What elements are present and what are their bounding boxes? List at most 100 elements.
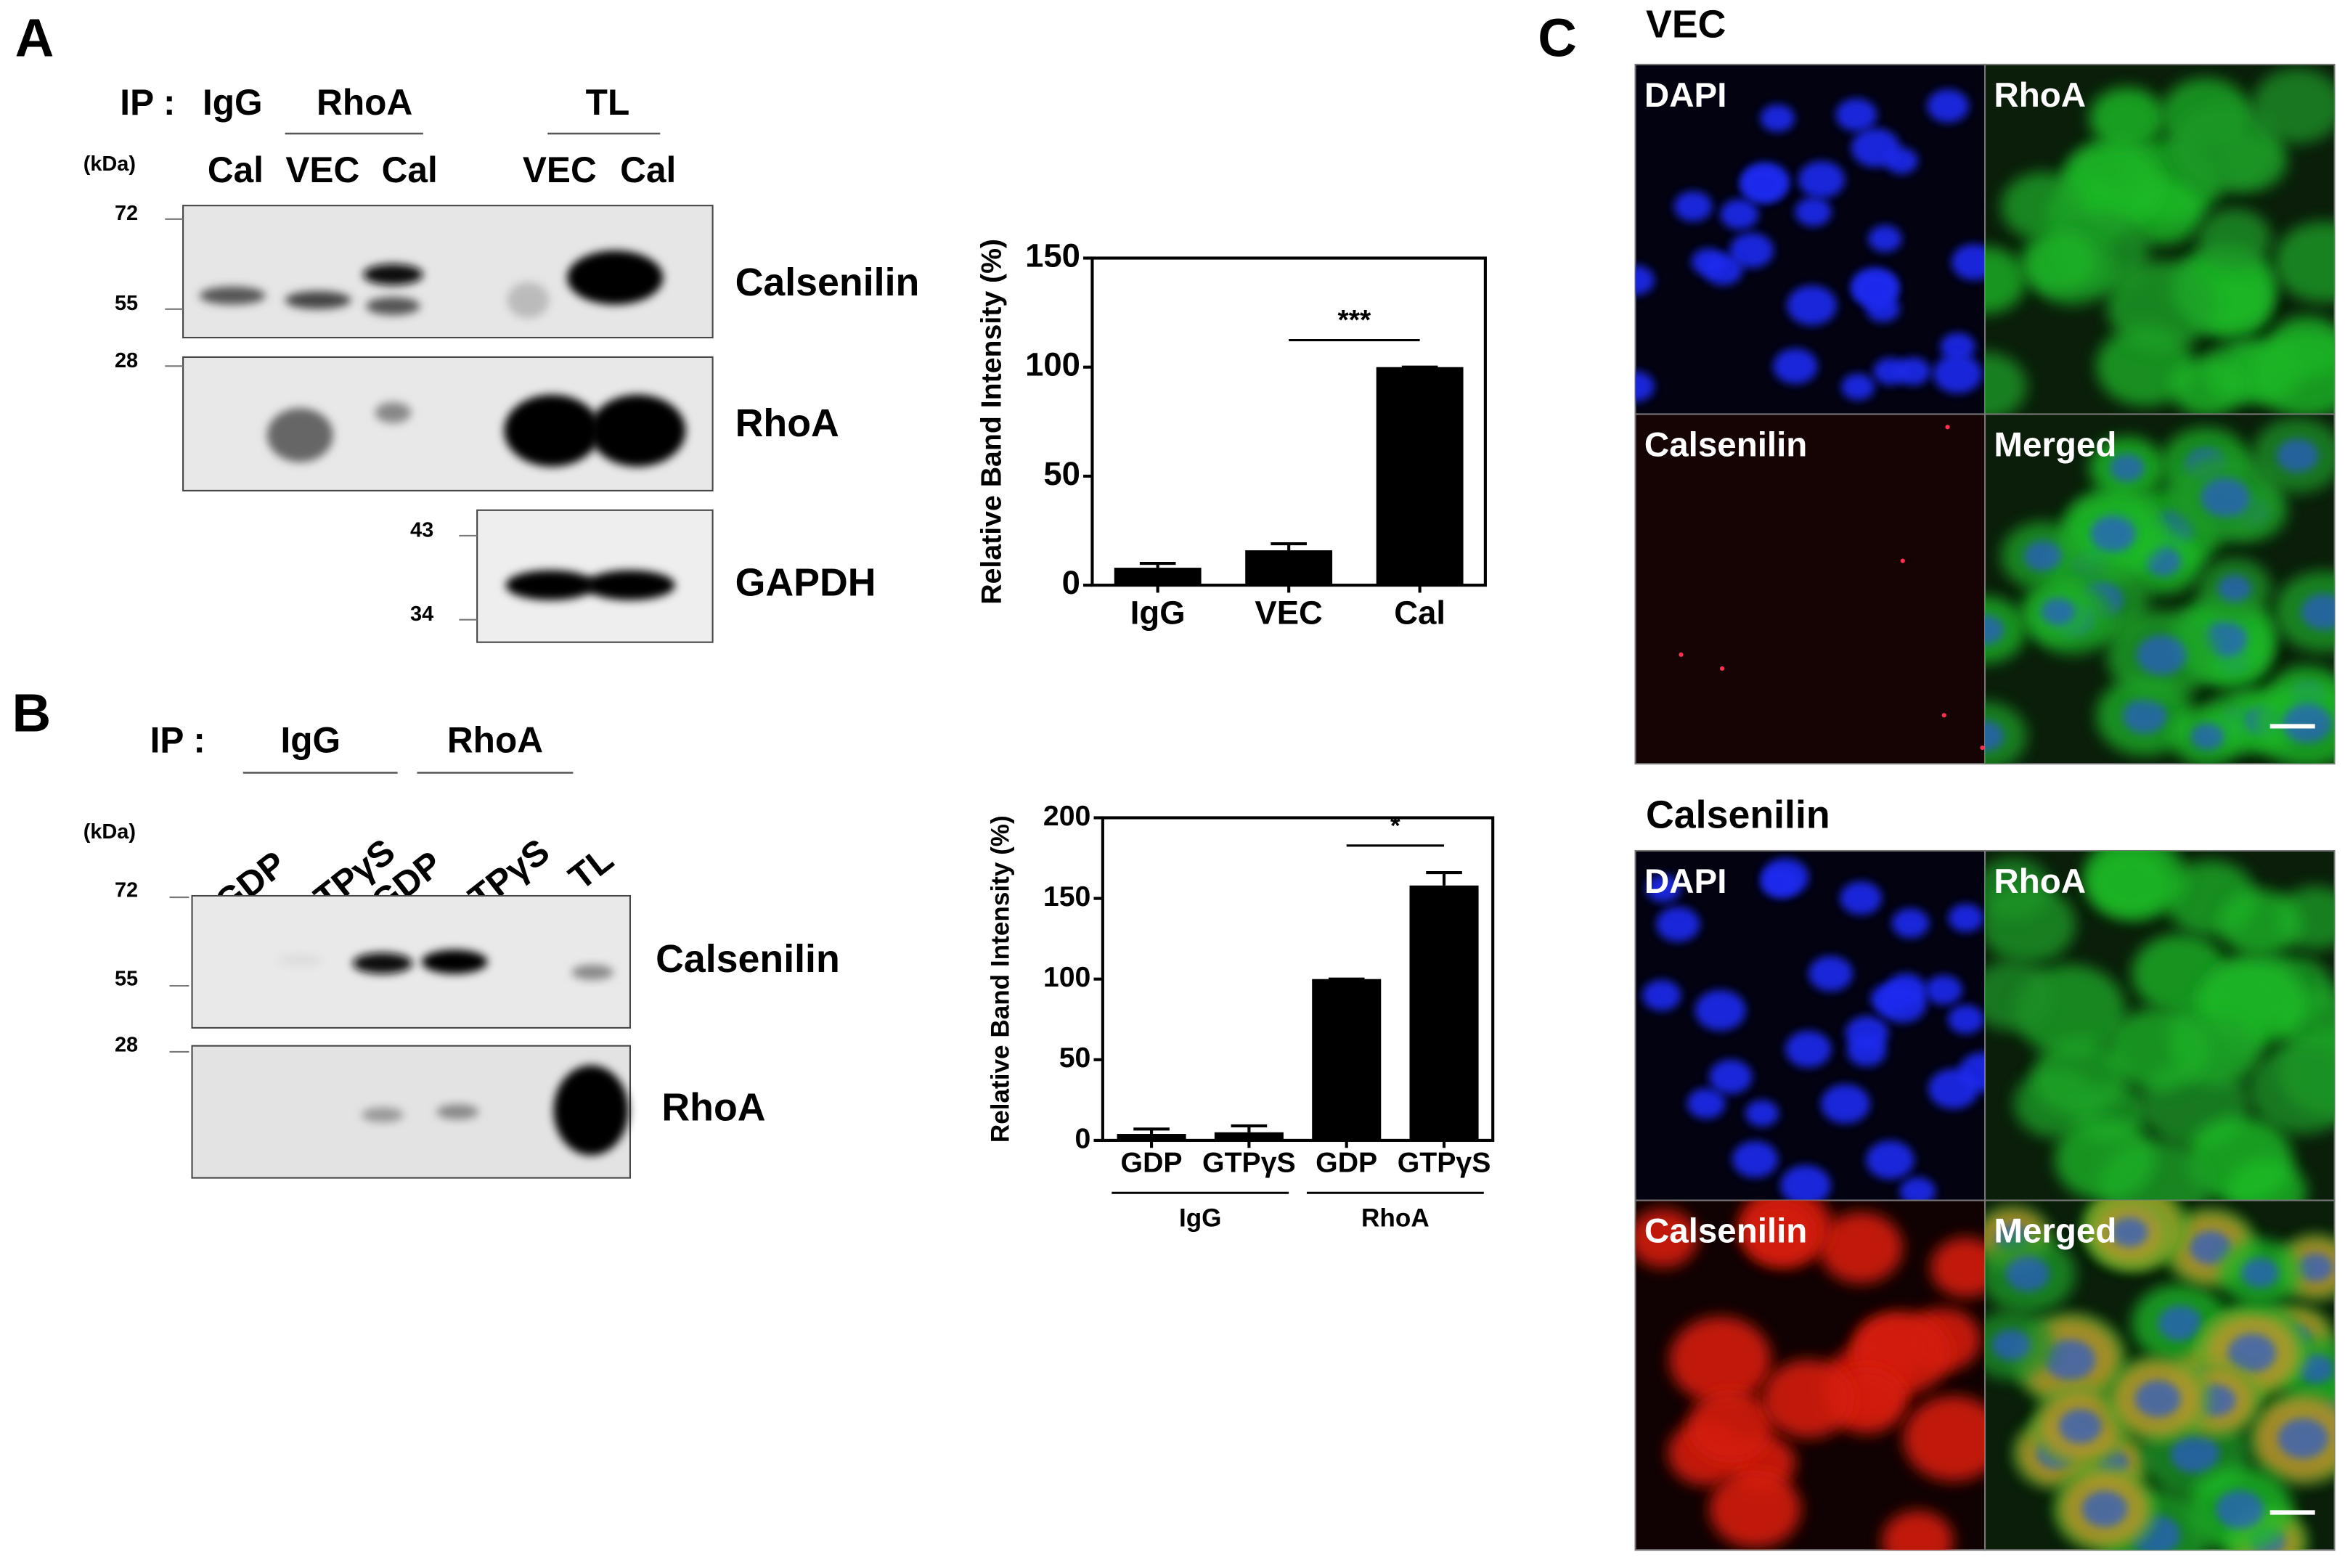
cells bbox=[1635, 89, 1986, 402]
kda-marker: 55 bbox=[115, 967, 138, 990]
nucleus bbox=[1821, 1084, 1870, 1124]
nucleus bbox=[2044, 1339, 2096, 1381]
cells bbox=[1985, 850, 2335, 1201]
nucleus bbox=[1951, 244, 1986, 281]
kda-marker: 34 bbox=[410, 603, 433, 626]
nucleus bbox=[2081, 1490, 2128, 1527]
condition-label: Calsenilin bbox=[1646, 793, 1830, 837]
bar bbox=[1117, 1134, 1186, 1140]
kda-marker: 72 bbox=[115, 202, 138, 225]
nucleus bbox=[1896, 357, 1931, 385]
ip-group: IgG bbox=[203, 82, 263, 123]
cell-body bbox=[1985, 884, 2076, 964]
protein-label: RhoA bbox=[661, 1086, 765, 1130]
cell-body bbox=[2253, 330, 2335, 415]
nucleus bbox=[1761, 867, 1799, 898]
band bbox=[436, 1104, 479, 1119]
nucleus bbox=[2190, 723, 2224, 750]
nucleus bbox=[1780, 1165, 1831, 1201]
nucleus bbox=[2217, 574, 2251, 602]
cell-body bbox=[2000, 171, 2085, 241]
speck bbox=[1719, 666, 1725, 671]
micrograph bbox=[1634, 413, 1986, 765]
cell-body bbox=[2063, 144, 2163, 226]
kda-marker: 28 bbox=[115, 349, 138, 372]
speck bbox=[1900, 558, 1905, 563]
cell-body bbox=[1985, 246, 2027, 314]
nucleus bbox=[1868, 225, 1902, 253]
nucleus bbox=[1891, 908, 1930, 939]
protein-label: RhoA bbox=[735, 401, 839, 445]
kda-unit: (kDa) bbox=[83, 152, 136, 176]
cell-red bbox=[1687, 1389, 1774, 1463]
channel-label: DAPI bbox=[1644, 76, 1727, 115]
ip-group: RhoA bbox=[447, 719, 543, 760]
nucleus bbox=[2041, 597, 2076, 626]
protein-label: Calsenilin bbox=[735, 261, 920, 304]
channel-label: Calsenilin bbox=[1644, 426, 1807, 465]
bar bbox=[1409, 885, 1479, 1140]
x-tick-label: GTPγS bbox=[1202, 1146, 1296, 1178]
cell-body bbox=[2107, 1008, 2209, 1091]
cell-red bbox=[1903, 1395, 1986, 1482]
cell-body bbox=[1985, 960, 2054, 1031]
nucleus bbox=[1732, 1140, 1779, 1178]
nucleus bbox=[2301, 593, 2335, 630]
band bbox=[507, 282, 550, 319]
nucleus bbox=[1925, 975, 1962, 1005]
nucleus bbox=[1785, 1030, 1832, 1068]
band bbox=[352, 952, 413, 974]
band bbox=[584, 570, 675, 600]
kda-unit: (kDa) bbox=[83, 820, 136, 844]
band bbox=[277, 954, 323, 967]
nucleus bbox=[2090, 516, 2135, 553]
nucleus bbox=[1745, 1100, 1779, 1127]
y-tick-label: 50 bbox=[1059, 1042, 1091, 1074]
nucleus bbox=[2227, 1334, 2277, 1373]
band bbox=[375, 401, 412, 423]
cells bbox=[1642, 858, 1986, 1201]
cells bbox=[1985, 1200, 2335, 1551]
cell-body bbox=[2020, 231, 2096, 293]
nucleus bbox=[2170, 1434, 2220, 1474]
nucleus bbox=[1798, 160, 1846, 199]
cell-body bbox=[2186, 1116, 2293, 1201]
lane-label: Cal bbox=[208, 150, 264, 190]
cell-red bbox=[1930, 1237, 1986, 1298]
nucleus bbox=[1985, 720, 2005, 751]
nucleus bbox=[1835, 98, 1877, 132]
band bbox=[363, 264, 423, 285]
band bbox=[199, 286, 266, 305]
speck bbox=[1679, 652, 1684, 657]
x-tick-label: VEC bbox=[1255, 594, 1322, 631]
cell-body bbox=[1985, 596, 2027, 663]
nucleus bbox=[1656, 907, 1700, 942]
bar bbox=[1312, 979, 1382, 1140]
nucleus bbox=[2276, 438, 2319, 473]
nucleus bbox=[1795, 197, 1832, 226]
nucleus bbox=[2297, 1354, 2334, 1384]
nucleus bbox=[1687, 1088, 1726, 1119]
nucleus bbox=[2023, 540, 2062, 571]
nucleus bbox=[1709, 1059, 1753, 1095]
panel-label: C bbox=[1538, 8, 1577, 68]
y-tick-label: 0 bbox=[1075, 1122, 1091, 1154]
nucleus bbox=[1673, 191, 1713, 222]
x-tick-label: Cal bbox=[1394, 594, 1445, 631]
y-tick-label: 100 bbox=[1043, 961, 1090, 993]
y-tick-label: 200 bbox=[1043, 800, 1090, 832]
cell-body bbox=[2273, 221, 2335, 303]
speck bbox=[1941, 713, 1946, 718]
band bbox=[421, 950, 488, 974]
cell-body bbox=[2033, 1038, 2128, 1116]
y-tick-label: 0 bbox=[1062, 564, 1080, 601]
nucleus bbox=[1729, 232, 1774, 269]
nucleus bbox=[1878, 984, 1927, 1024]
cell-red bbox=[1669, 1316, 1771, 1403]
protein-label: GAPDH bbox=[735, 560, 876, 604]
nucleus bbox=[1691, 248, 1726, 276]
nucleus bbox=[1635, 371, 1655, 402]
cells bbox=[1985, 68, 2335, 415]
channel-label: Merged bbox=[1994, 426, 2116, 465]
